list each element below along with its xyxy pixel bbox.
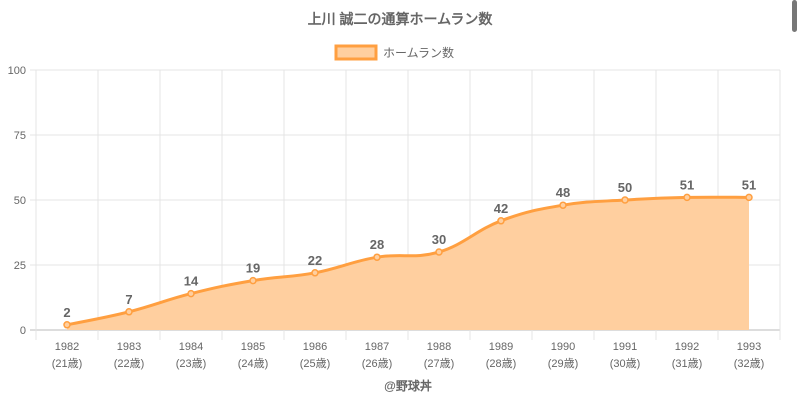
data-point <box>187 289 195 298</box>
legend-swatch <box>334 44 378 61</box>
y-tick-label: 100 <box>8 65 26 77</box>
data-point <box>621 196 629 204</box>
x-tick-sublabel: (32歳) <box>734 357 765 370</box>
x-tick-label: 1992 <box>675 341 699 353</box>
data-point <box>435 248 443 256</box>
x-tick-sublabel: (22歳) <box>114 357 145 370</box>
x-tick-sublabel: (25歳) <box>300 357 331 370</box>
x-tick-sublabel: (26歳) <box>362 357 393 370</box>
data-label: 22 <box>308 253 322 268</box>
x-tick-label: 1993 <box>737 341 761 353</box>
scrollbar[interactable] <box>792 0 797 32</box>
data-point <box>683 193 691 202</box>
y-tick-label: 50 <box>14 195 26 207</box>
data-point <box>497 217 505 225</box>
y-tick-label: 75 <box>14 130 26 142</box>
x-tick-label: 1990 <box>551 341 575 353</box>
x-tick-sublabel: (31歳) <box>672 357 703 370</box>
x-tick-sublabel: (28歳) <box>486 357 517 370</box>
x-tick-label: 1982 <box>55 341 79 353</box>
data-label: 48 <box>556 185 570 200</box>
legend-label: ホームラン数 <box>383 45 454 60</box>
data-label: 28 <box>370 237 384 252</box>
data-point <box>559 201 567 209</box>
x-tick-label: 1984 <box>179 341 203 353</box>
legend[interactable]: ホームラン数 <box>334 44 454 61</box>
data-label: 19 <box>246 261 260 276</box>
x-tick-label: 1986 <box>303 341 327 353</box>
data-label: 2 <box>63 305 70 320</box>
data-point <box>63 321 71 329</box>
data-label: 51 <box>680 177 694 192</box>
x-tick-sublabel: (29歳) <box>548 357 579 370</box>
data-label: 50 <box>618 180 632 195</box>
data-label: 14 <box>184 274 199 289</box>
x-tick-label: 1987 <box>365 341 389 353</box>
x-tick-label: 1991 <box>613 341 637 353</box>
chart-title: 上川 誠二の通算ホームラン数 <box>308 11 494 27</box>
data-point <box>311 269 319 277</box>
data-point <box>249 276 257 285</box>
data-point <box>745 193 753 202</box>
data-label: 7 <box>125 292 132 307</box>
x-tick-label: 1983 <box>117 341 141 353</box>
x-tick-label: 1988 <box>427 341 451 353</box>
data-label: 30 <box>432 232 446 247</box>
x-tick-sublabel: (23歳) <box>176 357 207 370</box>
x-tick-sublabel: (30歳) <box>610 357 641 370</box>
credit-text: @野球丼 <box>384 378 432 393</box>
x-tick-label: 1985 <box>241 341 265 353</box>
y-tick-label: 0 <box>20 325 26 337</box>
y-tick-label: 25 <box>14 260 26 272</box>
x-tick-label: 1989 <box>489 341 513 353</box>
x-tick-sublabel: (24歳) <box>238 357 269 370</box>
series-area <box>67 197 749 330</box>
x-tick-sublabel: (27歳) <box>424 357 455 370</box>
data-point <box>125 308 133 316</box>
data-point <box>373 253 381 261</box>
x-tick-sublabel: (21歳) <box>52 357 83 370</box>
data-label: 42 <box>494 201 508 216</box>
data-label: 51 <box>742 177 756 192</box>
